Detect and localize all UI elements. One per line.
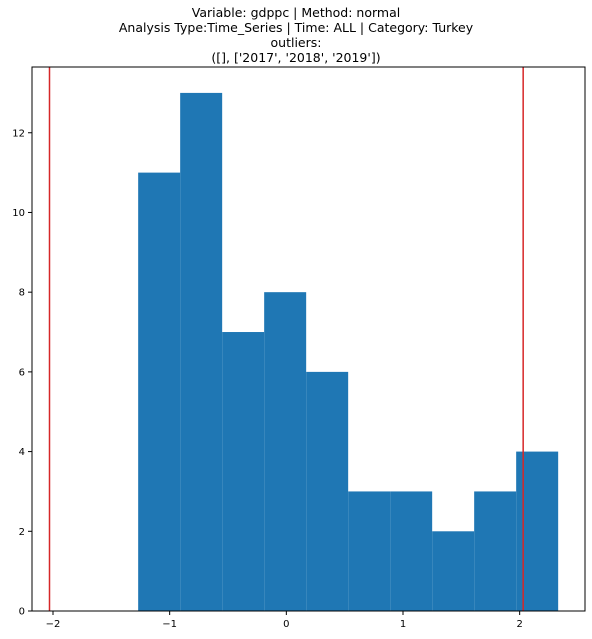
x-tick-label: −1: [162, 619, 177, 630]
reference-lines: [48, 67, 524, 611]
title-line-3: outliers:: [271, 35, 322, 50]
title-line-1: Variable: gdppc | Method: normal: [192, 5, 400, 20]
x-tick-label: −2: [46, 619, 61, 630]
y-tick-label: 12: [12, 128, 25, 139]
histogram-bar: [348, 491, 391, 611]
y-tick-label: 2: [19, 527, 25, 538]
title-line-2: Analysis Type:Time_Series | Time: ALL | …: [119, 20, 474, 35]
y-tick-label: 6: [19, 367, 25, 378]
x-tick-label: 1: [400, 619, 406, 630]
x-tick-label: 2: [516, 619, 522, 630]
y-tick-label: 4: [19, 447, 25, 458]
y-tick-label: 8: [19, 288, 25, 299]
histogram-bar: [306, 371, 349, 611]
x-axis: −2 −1 0 1 2: [46, 611, 523, 630]
y-axis: 0 2 4 6 8 10 12: [12, 128, 32, 618]
histogram-bar: [390, 491, 433, 611]
y-tick-label: 0: [19, 607, 25, 618]
histogram-bar: [474, 491, 517, 611]
histogram-bars: [138, 92, 559, 611]
title-line-4: ([], ['2017', '2018', '2019']): [211, 50, 380, 65]
plot-frame: [31, 66, 586, 612]
histogram-bar: [222, 332, 265, 611]
histogram-bar: [180, 92, 223, 611]
histogram-bar: [432, 531, 475, 611]
histogram-bar: [138, 172, 181, 611]
histogram-bar: [264, 292, 307, 611]
chart-title: Variable: gdppc | Method: normal Analysi…: [119, 5, 474, 65]
y-tick-label: 10: [12, 208, 25, 219]
x-tick-label: 0: [283, 619, 289, 630]
